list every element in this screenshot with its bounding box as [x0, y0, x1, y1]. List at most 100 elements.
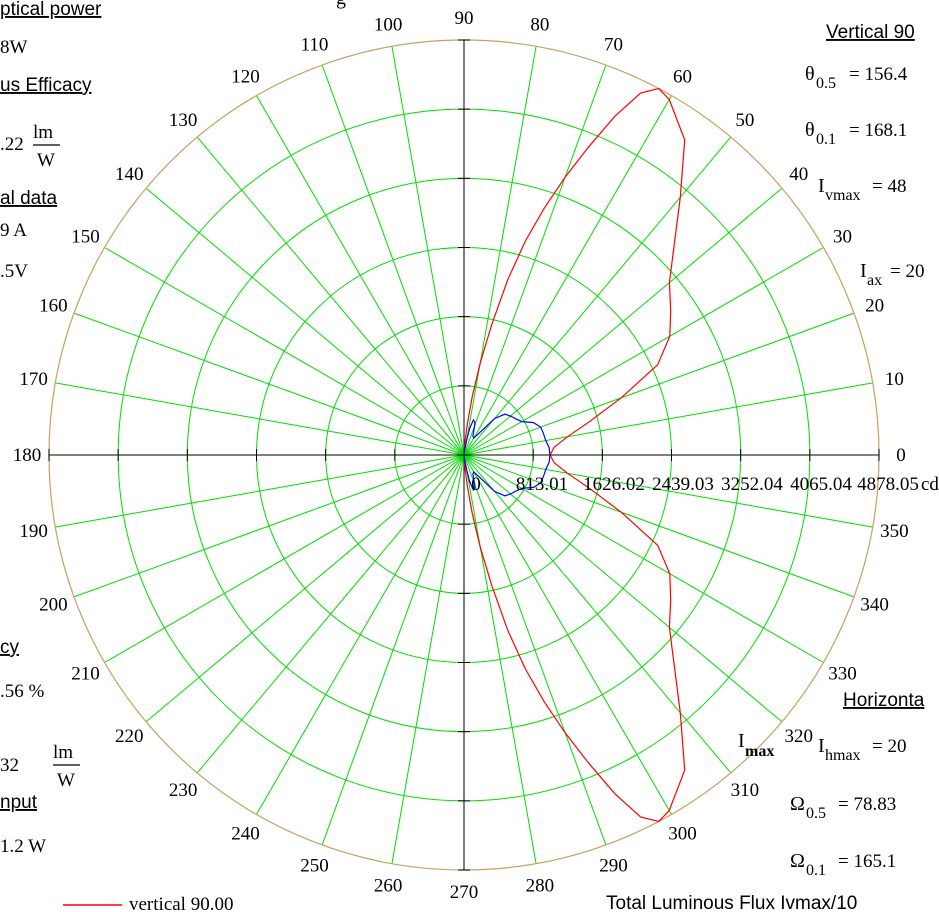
grid-spoke [463, 187, 783, 456]
series-horizontal-curve [463, 413, 551, 497]
angle-label: 140 [115, 164, 144, 185]
grid-spoke [463, 454, 537, 864]
total-luminous-flux-label: Total Luminous Flux Ivmax/10 [606, 893, 857, 912]
grid-spoke [463, 247, 824, 456]
grid-spoke [73, 454, 465, 598]
grid-spoke [55, 454, 465, 528]
polar-grid [48, 39, 880, 871]
angle-label: 70 [604, 34, 623, 55]
angle-label: 230 [169, 780, 198, 801]
theta01-value: = 168.1 [849, 120, 907, 141]
angle-label: 20 [865, 296, 884, 317]
radial-tick-label: 2439.03 [652, 474, 714, 495]
theta05-value: = 156.4 [849, 64, 908, 85]
optical-power-value: 8W [0, 37, 28, 58]
right-info-panel: Vertical 90 θ 0.5 = 156.4 θ 0.1 = 168.1 … [606, 22, 925, 912]
grid-spoke [463, 454, 732, 774]
angle-label: 340 [860, 595, 889, 616]
angle-label: 80 [530, 15, 549, 36]
grid-spoke [321, 454, 465, 846]
angle-label: 240 [231, 824, 260, 845]
ivmax-symbol: I [818, 175, 825, 197]
efficacy-unit-numerator: lm [33, 122, 53, 143]
angle-label: 310 [731, 780, 760, 801]
angle-label: 130 [169, 110, 198, 131]
grid-spoke [463, 454, 824, 663]
radial-tick-label: 1626.02 [583, 474, 645, 495]
grid-spoke [256, 95, 465, 456]
vertical-heading: Vertical 90 [826, 22, 915, 43]
imax-subscript: max [745, 743, 774, 760]
ivmax-subscript: vmax [825, 187, 861, 204]
efficacy-value: .22 [0, 134, 24, 155]
angle-label: 10 [885, 369, 904, 390]
legend-label-vertical: vertical 90.00 [129, 894, 233, 912]
grid-spoke [463, 312, 855, 456]
grid-spoke [391, 454, 465, 864]
grid-spoke [196, 136, 465, 456]
grid-spoke [463, 454, 873, 528]
grid-spoke [463, 454, 783, 723]
radial-tick-label: 3252.04 [721, 474, 783, 495]
ihmax-value: = 20 [872, 736, 906, 757]
angle-label: 0 [896, 445, 906, 466]
angle-label: 290 [599, 856, 628, 877]
series-layer [463, 87, 686, 823]
theta05-subscript: 0.5 [816, 75, 836, 92]
angle-label: 180 [13, 445, 42, 466]
current-value: 9 A [0, 220, 27, 241]
angle-label: 120 [231, 67, 260, 88]
angle-label: 220 [115, 726, 144, 747]
input-heading: nput [0, 792, 38, 813]
voltage-value: .5V [0, 261, 28, 282]
top-fragment-text: g [336, 0, 346, 9]
angle-label: 190 [19, 521, 48, 542]
radial-tick-labels: 0 813.01 1626.02 2439.03 3252.04 4065.04 4878.… [471, 474, 939, 495]
angle-label: 150 [71, 227, 100, 248]
angle-label: 250 [300, 856, 329, 877]
angle-label: 40 [789, 164, 808, 185]
radial-tick-label: 0 [471, 474, 481, 495]
optical-power-heading: ptical power [0, 0, 102, 20]
imax-symbol: I [738, 730, 745, 752]
efficiency-value: .56 % [0, 681, 45, 702]
angle-label: 210 [71, 664, 100, 685]
lm-per-w-unit-numerator: lm [53, 742, 73, 763]
angle-label: 270 [450, 882, 479, 903]
angle-label: 30 [833, 227, 852, 248]
angle-label: 110 [301, 34, 329, 55]
angle-label: 280 [526, 875, 555, 896]
omega05-subscript: 0.5 [806, 805, 826, 822]
grid-spoke [463, 46, 537, 456]
omega01-symbol: Ω [790, 850, 805, 872]
grid-spoke [463, 454, 672, 815]
angle-label: 100 [374, 15, 403, 36]
grid-spoke [463, 136, 732, 456]
iax-value: = 20 [890, 261, 924, 282]
theta01-subscript: 0.1 [816, 131, 836, 148]
grid-spoke [463, 454, 607, 846]
grid-spoke [463, 454, 855, 598]
grid-spoke [55, 382, 465, 456]
angle-label: 300 [668, 824, 697, 845]
angle-label: 170 [19, 369, 48, 390]
grid-spoke [321, 64, 465, 456]
grid-spoke [196, 454, 465, 774]
angle-label: 50 [735, 110, 754, 131]
grid-spoke [104, 454, 465, 663]
angle-label: 260 [374, 875, 403, 896]
angle-label: 200 [39, 595, 68, 616]
grid-spoke [391, 46, 465, 456]
angle-label: 90 [455, 8, 474, 29]
left-info-panel: ptical power 8W us Efficacy .22 lm W al … [0, 0, 233, 912]
angle-label: 320 [785, 726, 814, 747]
grid-spoke [463, 64, 607, 456]
radial-tick-label: 813.01 [516, 474, 568, 495]
iax-subscript: ax [867, 272, 882, 289]
omega05-symbol: Ω [790, 793, 805, 815]
grid-spoke [145, 187, 465, 456]
radial-tick-label: 4065.04 [790, 474, 852, 495]
omega01-value: = 165.1 [838, 851, 896, 872]
grid-spoke [145, 454, 465, 723]
